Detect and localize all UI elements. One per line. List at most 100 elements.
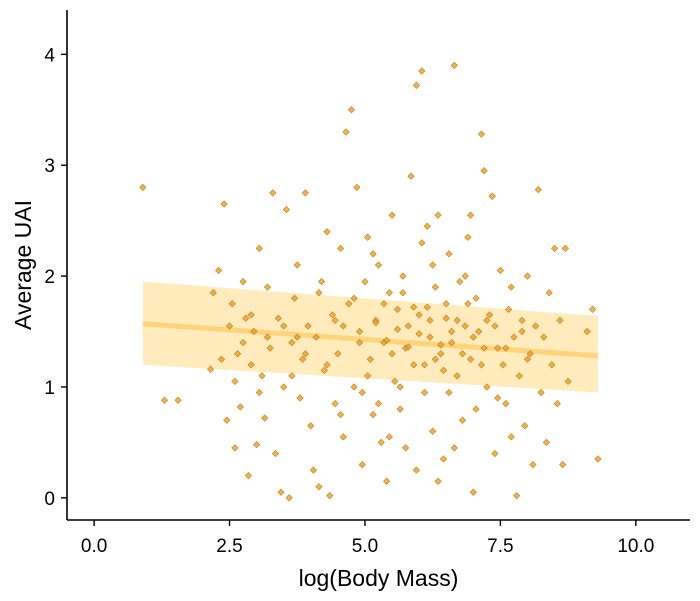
data-point bbox=[231, 377, 239, 386]
data-point bbox=[223, 416, 231, 424]
data-point bbox=[231, 444, 239, 452]
data-point bbox=[234, 350, 242, 358]
data-point bbox=[483, 316, 491, 325]
data-point bbox=[247, 361, 255, 369]
data-point bbox=[531, 322, 540, 330]
data-point bbox=[426, 333, 434, 341]
data-point bbox=[299, 355, 307, 363]
data-point bbox=[466, 355, 475, 363]
data-point bbox=[458, 350, 467, 358]
data-point bbox=[485, 311, 494, 319]
data-point bbox=[225, 322, 234, 330]
data-point bbox=[545, 289, 553, 297]
y-tick-label: 0 bbox=[44, 489, 55, 510]
data-point bbox=[404, 343, 412, 351]
trend-line bbox=[142, 321, 599, 359]
data-point bbox=[361, 278, 369, 286]
data-point bbox=[331, 399, 339, 408]
data-point bbox=[304, 322, 312, 330]
data-point bbox=[410, 361, 418, 369]
data-point bbox=[464, 233, 472, 241]
x-axis-title: log(Body Mass) bbox=[299, 565, 459, 591]
data-point bbox=[385, 289, 393, 297]
data-point bbox=[507, 283, 515, 291]
data-point bbox=[515, 372, 523, 380]
axes bbox=[66, 10, 690, 521]
data-point bbox=[355, 327, 364, 336]
data-point bbox=[499, 361, 507, 369]
x-tick-label: 2.5 bbox=[216, 536, 242, 557]
data-point bbox=[280, 383, 288, 391]
data-point bbox=[336, 244, 345, 252]
data-point bbox=[350, 383, 358, 391]
data-point bbox=[315, 483, 323, 491]
data-point bbox=[369, 411, 377, 419]
data-point bbox=[439, 455, 448, 463]
x-axis-ticks: 0.0 2.5 5.0 7.5 10.0 bbox=[81, 520, 654, 557]
data-point bbox=[445, 250, 453, 258]
data-point bbox=[429, 261, 437, 269]
data-point bbox=[336, 411, 345, 419]
data-point bbox=[458, 416, 467, 424]
data-point bbox=[412, 466, 421, 474]
y-tick-label: 4 bbox=[44, 45, 55, 66]
data-point bbox=[282, 205, 291, 214]
data-point bbox=[228, 300, 236, 308]
data-point bbox=[290, 294, 299, 302]
x-tick-label: 5.0 bbox=[352, 536, 378, 557]
data-point bbox=[358, 388, 366, 397]
data-point bbox=[504, 305, 513, 313]
data-point bbox=[548, 361, 556, 369]
data-point bbox=[288, 338, 296, 347]
data-point bbox=[263, 333, 272, 341]
data-point bbox=[461, 322, 469, 330]
data-point bbox=[429, 427, 437, 435]
data-point bbox=[239, 278, 247, 286]
data-point bbox=[518, 327, 526, 336]
data-point bbox=[523, 272, 532, 280]
data-point bbox=[442, 300, 450, 308]
data-point bbox=[399, 289, 407, 297]
x-tick-label: 10.0 bbox=[617, 536, 654, 557]
data-point bbox=[160, 396, 169, 404]
data-point bbox=[496, 266, 505, 275]
data-point bbox=[385, 433, 393, 441]
data-point bbox=[215, 266, 223, 275]
data-point bbox=[431, 283, 440, 291]
data-point bbox=[420, 361, 429, 369]
data-point bbox=[477, 130, 486, 138]
data-point bbox=[263, 283, 272, 291]
data-point bbox=[242, 314, 250, 322]
data-point bbox=[407, 172, 415, 180]
data-point bbox=[383, 477, 391, 485]
data-point bbox=[280, 322, 288, 330]
data-point bbox=[469, 333, 477, 341]
data-point bbox=[502, 344, 510, 352]
data-point bbox=[301, 189, 309, 197]
data-point bbox=[437, 350, 445, 358]
data-point bbox=[380, 300, 388, 308]
data-point bbox=[236, 403, 244, 411]
data-point bbox=[588, 305, 597, 313]
data-point bbox=[507, 433, 515, 441]
data-point bbox=[328, 311, 337, 319]
data-point bbox=[475, 327, 483, 336]
data-point bbox=[477, 361, 486, 369]
data-point bbox=[461, 272, 469, 280]
data-point bbox=[269, 189, 277, 197]
data-point bbox=[334, 350, 342, 358]
data-point bbox=[540, 333, 548, 341]
data-point bbox=[472, 405, 480, 413]
data-point bbox=[399, 272, 407, 280]
data-point bbox=[247, 311, 255, 319]
data-points-layer bbox=[139, 61, 602, 502]
data-point bbox=[542, 438, 551, 447]
data-point bbox=[469, 488, 477, 496]
data-point bbox=[320, 366, 328, 374]
data-point bbox=[174, 396, 182, 404]
data-point bbox=[261, 414, 269, 422]
data-point bbox=[423, 222, 431, 230]
data-point bbox=[396, 405, 404, 413]
data-point bbox=[583, 327, 591, 336]
data-point bbox=[266, 344, 274, 352]
